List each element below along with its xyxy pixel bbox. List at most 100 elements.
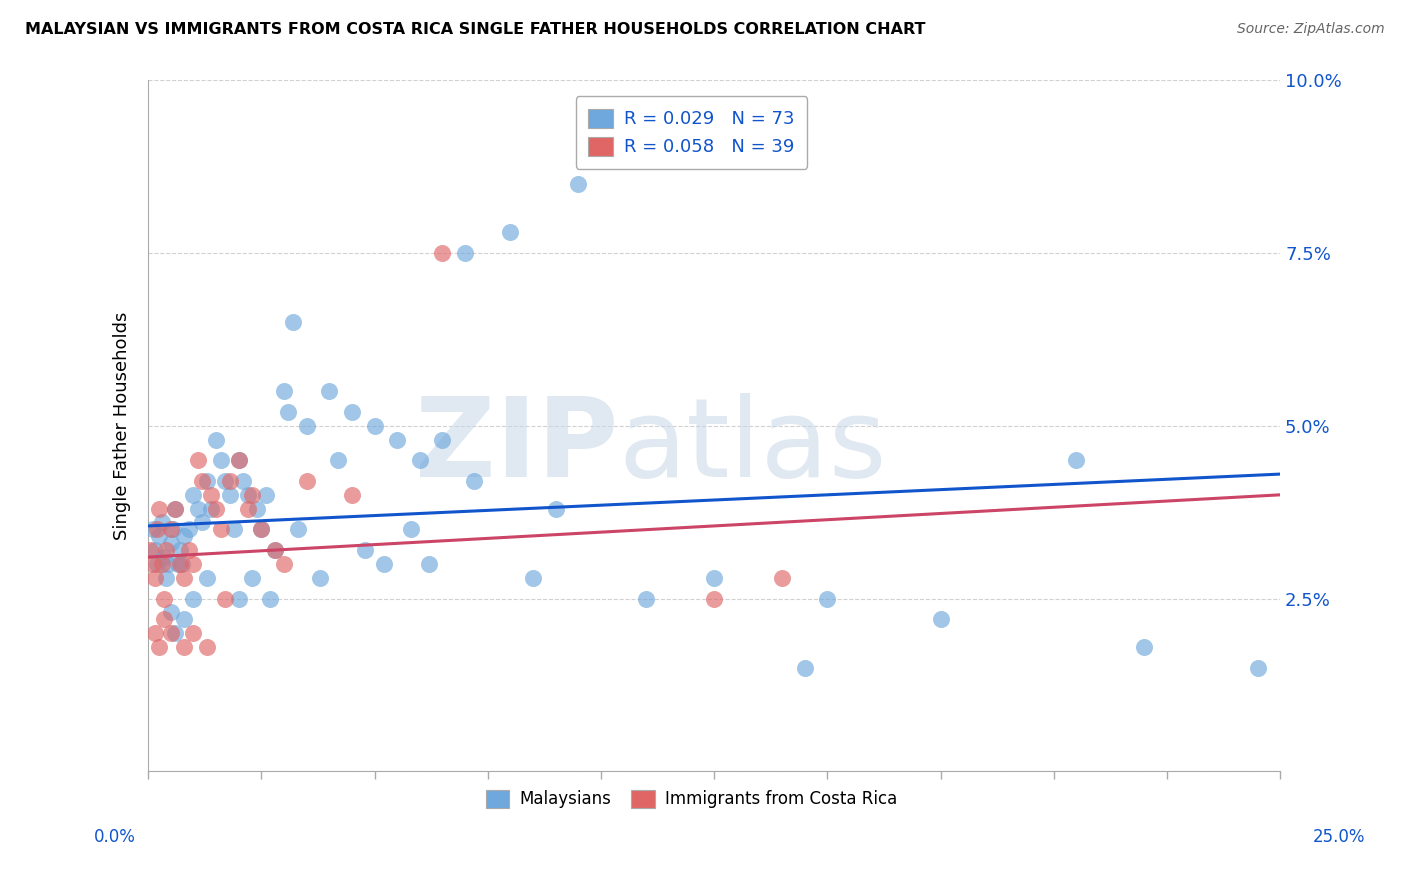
Point: [246, 501, 269, 516]
Point: [340, 405, 363, 419]
Point: [142, 557, 165, 571]
Point: [170, 557, 193, 571]
Point: [148, 501, 170, 516]
Point: [159, 522, 181, 536]
Point: [165, 501, 187, 516]
Point: [200, 501, 222, 516]
Point: [1133, 640, 1156, 654]
Point: [281, 315, 304, 329]
Point: [815, 591, 838, 606]
Point: [159, 626, 181, 640]
Point: [148, 529, 170, 543]
Point: [153, 612, 176, 626]
Point: [318, 384, 340, 398]
Point: [929, 612, 952, 626]
Point: [589, 142, 612, 156]
Point: [770, 571, 793, 585]
Point: [363, 418, 385, 433]
Point: [153, 549, 176, 564]
Point: [191, 474, 214, 488]
Point: [173, 612, 195, 626]
Point: [385, 433, 408, 447]
Point: [236, 488, 259, 502]
Point: [418, 557, 440, 571]
Point: [148, 640, 170, 654]
Point: [153, 591, 176, 606]
Point: [295, 474, 318, 488]
Point: [1246, 661, 1268, 675]
Point: [409, 453, 432, 467]
Point: [432, 433, 454, 447]
Point: [224, 522, 246, 536]
Point: [228, 453, 250, 467]
Point: [240, 488, 263, 502]
Point: [159, 536, 181, 550]
Legend: Malaysians, Immigrants from Costa Rica: Malaysians, Immigrants from Costa Rica: [479, 783, 904, 815]
Point: [236, 501, 259, 516]
Point: [544, 501, 567, 516]
Point: [277, 405, 299, 419]
Point: [1066, 453, 1088, 467]
Point: [214, 474, 236, 488]
Text: ZIP: ZIP: [415, 392, 617, 500]
Point: [567, 177, 589, 191]
Point: [254, 488, 277, 502]
Point: [205, 433, 228, 447]
Point: [354, 543, 377, 558]
Text: Source: ZipAtlas.com: Source: ZipAtlas.com: [1237, 22, 1385, 37]
Point: [232, 474, 254, 488]
Text: 0.0%: 0.0%: [94, 828, 136, 846]
Point: [463, 474, 485, 488]
Text: MALAYSIAN VS IMMIGRANTS FROM COSTA RICA SINGLE FATHER HOUSEHOLDS CORRELATION CHA: MALAYSIAN VS IMMIGRANTS FROM COSTA RICA …: [25, 22, 925, 37]
Point: [209, 522, 232, 536]
Point: [173, 529, 195, 543]
Point: [214, 591, 236, 606]
Point: [250, 522, 273, 536]
Point: [155, 543, 177, 558]
Point: [150, 557, 173, 571]
Point: [228, 591, 250, 606]
Point: [703, 571, 725, 585]
Point: [240, 571, 263, 585]
Point: [166, 557, 188, 571]
Point: [328, 453, 350, 467]
Point: [157, 557, 180, 571]
Point: [340, 488, 363, 502]
Point: [228, 453, 250, 467]
Point: [143, 626, 166, 640]
Point: [183, 557, 205, 571]
Point: [793, 661, 815, 675]
Point: [259, 591, 281, 606]
Point: [195, 571, 218, 585]
Point: [150, 516, 173, 530]
Point: [165, 501, 187, 516]
Point: [195, 474, 218, 488]
Point: [499, 225, 522, 239]
Point: [295, 418, 318, 433]
Point: [264, 543, 287, 558]
Point: [636, 591, 658, 606]
Point: [187, 501, 209, 516]
Point: [173, 571, 195, 585]
Point: [177, 522, 200, 536]
Point: [250, 522, 273, 536]
Point: [146, 557, 169, 571]
Y-axis label: Single Father Households: Single Father Households: [114, 311, 131, 540]
Point: [183, 626, 205, 640]
Point: [183, 591, 205, 606]
Point: [155, 571, 177, 585]
Point: [142, 522, 165, 536]
Point: [205, 501, 228, 516]
Point: [177, 543, 200, 558]
Point: [143, 571, 166, 585]
Point: [309, 571, 332, 585]
Point: [169, 543, 191, 558]
Point: [187, 453, 209, 467]
Point: [454, 245, 477, 260]
Point: [399, 522, 422, 536]
Point: [139, 543, 162, 558]
Point: [373, 557, 395, 571]
Point: [218, 488, 240, 502]
Point: [169, 557, 191, 571]
Point: [159, 606, 181, 620]
